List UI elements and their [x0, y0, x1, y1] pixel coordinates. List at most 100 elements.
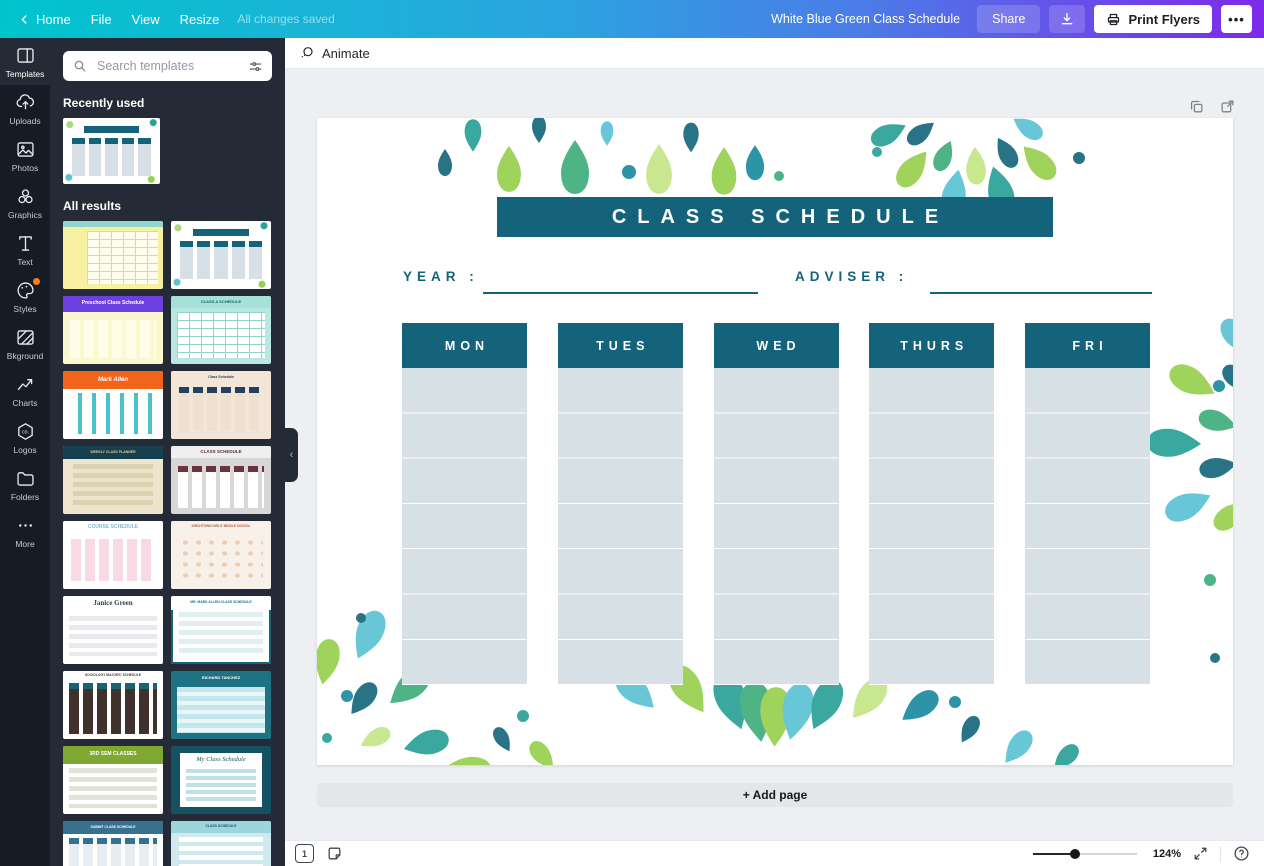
template-thumbnail-class-a-schedule-teal[interactable]: CLASS A SCHEDULE — [171, 296, 271, 364]
ellipsis-icon: ••• — [1228, 11, 1245, 27]
all-results-heading: All results — [63, 199, 122, 213]
animate-button[interactable]: Animate — [299, 45, 370, 61]
fullscreen-icon[interactable] — [1193, 846, 1208, 861]
duplicate-page-button[interactable] — [1188, 98, 1205, 115]
zoom-slider-fill — [1033, 852, 1075, 855]
day-body[interactable] — [557, 368, 683, 685]
home-button[interactable]: Home — [8, 0, 81, 38]
template-thumbnail-tan-class-schedule[interactable]: Class Schedule — [171, 371, 271, 439]
template-thumbnail-3rd-sem-classes[interactable]: 3RD SEM CLASSES — [63, 746, 163, 814]
template-thumbnail-weekly-class-planner[interactable]: WEEKLY CLASS PLANNER — [63, 446, 163, 514]
menu-resize[interactable]: Resize — [179, 11, 220, 27]
template-thumbnail-yellow-grid-planner[interactable] — [63, 221, 163, 289]
sidebar-item-photos[interactable]: Photos — [0, 132, 50, 179]
day-header[interactable]: THURS — [869, 323, 995, 368]
zoom-slider-track[interactable] — [1033, 852, 1137, 855]
template-thumbnail-course-schedule-pink[interactable]: COURSE SCHEDULE — [63, 521, 163, 589]
template-thumbnail-kirchtown-girls-middle-school[interactable]: KIRCHTOWN GIRLS' MIDDLE SCHOOL — [171, 521, 271, 589]
printer-icon — [1106, 12, 1121, 27]
sidebar-item-label: Styles — [13, 303, 37, 314]
filter-icon[interactable] — [248, 59, 263, 74]
day-header[interactable]: MON — [402, 323, 527, 368]
canvas-area: Animate — [285, 38, 1264, 866]
sidebar-item-more[interactable]: More — [0, 508, 50, 555]
sidebar-item-text[interactable]: Text — [0, 226, 50, 273]
recently-used-list — [63, 118, 272, 184]
recently-used-heading: Recently used — [63, 96, 145, 110]
adviser-underline[interactable] — [930, 292, 1152, 294]
template-thumbnail-janice-green[interactable]: Janice Green — [63, 596, 163, 664]
day-body[interactable] — [713, 368, 839, 685]
adviser-label[interactable]: ADVISER : — [795, 269, 909, 284]
day-column-fri[interactable]: FRI — [1025, 323, 1150, 685]
template-thumbnail-preschool-class-schedule[interactable]: Preschool Class Schedule — [63, 296, 163, 364]
template-thumbnail-mr-mark-allen-class-schedule[interactable]: MR. MARK ALLEN CLASS SCHEDULE — [171, 596, 271, 664]
zoom-slider-knob[interactable] — [1070, 848, 1080, 859]
sidebar-item-graphics[interactable]: Graphics — [0, 179, 50, 226]
template-thumbnail-teal-class-schedule[interactable]: CLASS SCHEDULE — [171, 821, 271, 866]
day-body[interactable] — [402, 368, 527, 685]
sidebar-item-templates[interactable]: Templates — [0, 38, 50, 85]
day-columns: MON TUES WED THURS FRI — [402, 323, 1150, 685]
template-thumbnail-my-class-schedule[interactable]: My Class Schedule — [171, 746, 271, 814]
day-header[interactable]: WED — [713, 323, 839, 368]
print-flyers-button[interactable]: Print Flyers — [1094, 5, 1212, 33]
design-title[interactable]: CLASS SCHEDULE — [497, 197, 1053, 237]
uploads-icon — [15, 92, 36, 113]
download-button[interactable] — [1049, 5, 1086, 33]
day-column-tues[interactable]: TUES — [557, 323, 683, 685]
add-page-button[interactable]: + Add page — [317, 783, 1233, 807]
template-thumbnail-sociology-majors-schedule[interactable]: SOCIOLOGY MAJORS' SCHEDULE — [63, 671, 163, 739]
template-thumbnail-gray-class-schedule[interactable]: CLASS SCHEDULE — [171, 446, 271, 514]
zoom-slider[interactable] — [1033, 847, 1137, 861]
zoom-level: 124% — [1152, 847, 1181, 860]
day-body[interactable] — [869, 368, 995, 685]
year-underline[interactable] — [483, 292, 758, 294]
sidebar-item-styles[interactable]: Styles — [0, 273, 50, 320]
search-icon — [72, 58, 88, 74]
document-title[interactable]: White Blue Green Class Schedule — [771, 12, 961, 26]
day-column-mon[interactable]: MON — [402, 323, 527, 685]
sidebar-item-logos[interactable]: co. Logos — [0, 414, 50, 461]
menu-view[interactable]: View — [131, 11, 160, 27]
styles-icon — [15, 280, 36, 301]
template-thumbnail-white-green-class-schedule[interactable] — [63, 118, 160, 184]
top-bar: Home File View Resize All changes saved … — [0, 0, 1264, 38]
sidebar-item-bkground[interactable]: Bkground — [0, 320, 50, 367]
day-column-wed[interactable]: WED — [713, 323, 839, 685]
search-input[interactable] — [95, 58, 241, 74]
panel-collapse-button[interactable]: ‹ — [285, 428, 298, 482]
sidebar-item-uploads[interactable]: Uploads — [0, 85, 50, 132]
sidebar-rail: Templates Uploads Photos Graphics Text Styles… — [0, 38, 50, 866]
more-options-button[interactable]: ••• — [1221, 5, 1252, 33]
sidebar-item-charts[interactable]: Charts — [0, 367, 50, 414]
help-icon[interactable] — [1233, 845, 1250, 862]
share-button[interactable]: Share — [977, 5, 1041, 33]
template-thumbnail-richard-tanchez[interactable]: RICHARD TANCHEZ — [171, 671, 271, 739]
year-label[interactable]: YEAR : — [403, 269, 479, 284]
sidebar-item-folders[interactable]: Folders — [0, 461, 50, 508]
template-thumbnail-mark-allen-orange[interactable]: Mark Allen — [63, 371, 163, 439]
notes-icon[interactable] — [326, 845, 343, 862]
charts-icon — [15, 374, 36, 395]
day-header[interactable]: TUES — [557, 323, 683, 368]
templates-icon — [15, 45, 36, 66]
home-label: Home — [36, 11, 71, 27]
photos-icon — [15, 139, 36, 160]
sidebar-item-label: Logos — [13, 444, 37, 455]
export-page-button[interactable] — [1219, 98, 1236, 115]
day-column-thurs[interactable]: THURS — [869, 323, 995, 685]
templates-panel: Recently used All results Preschool Clas… — [50, 38, 285, 866]
day-header[interactable]: FRI — [1025, 323, 1150, 368]
sidebar-item-label: Charts — [12, 397, 38, 408]
sidebar-item-label: Folders — [10, 491, 40, 502]
day-body[interactable] — [1025, 368, 1150, 685]
template-thumbnail-white-green-class-schedule[interactable] — [171, 221, 271, 289]
menu-file[interactable]: File — [90, 11, 112, 27]
template-thumbnail-submit-class-schedule[interactable]: SUBMIT CLASS SCHEDULE — [63, 821, 163, 866]
watercolor-decoration[interactable] — [317, 118, 1233, 765]
page-indicator[interactable]: 1 — [295, 844, 314, 863]
design-page[interactable]: CLASS SCHEDULE YEAR : ADVISER : MON TUES W… — [317, 118, 1233, 765]
sidebar-item-label: Templates — [5, 68, 45, 79]
search-box — [63, 51, 272, 81]
